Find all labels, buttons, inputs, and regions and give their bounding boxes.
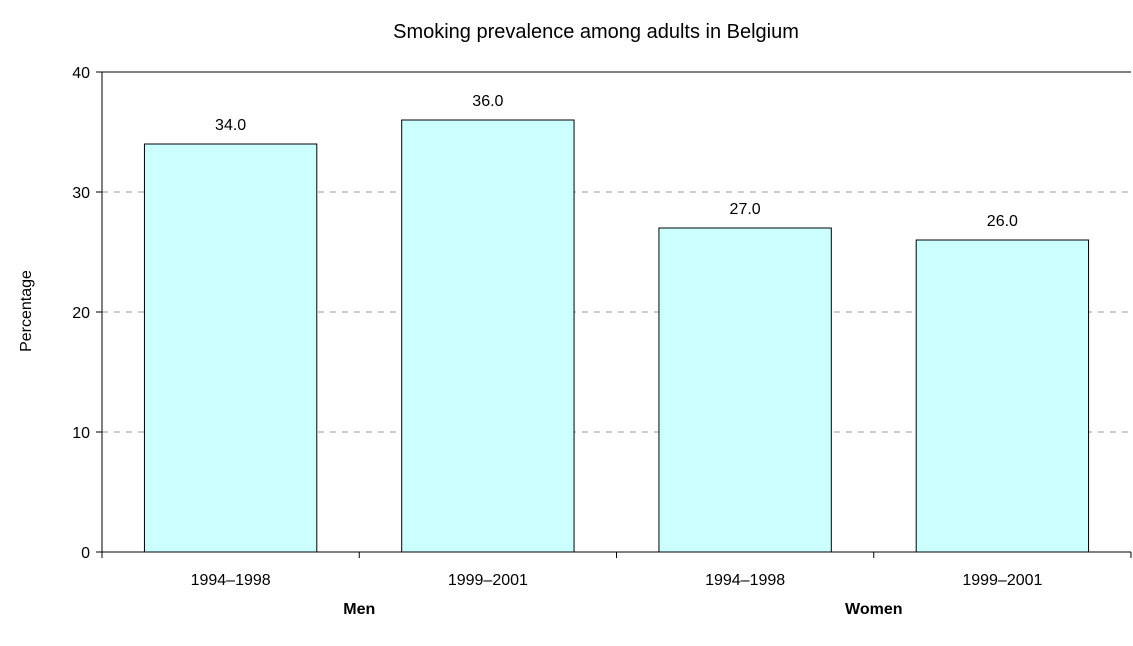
data-label: 27.0	[730, 201, 761, 218]
data-label: 36.0	[472, 93, 503, 110]
bar	[401, 119, 575, 553]
data-label: 26.0	[987, 213, 1018, 230]
data-label: 34.0	[215, 117, 246, 134]
y-tick-label: 10	[72, 425, 90, 442]
labels: 0 10 20 30 40 34.0 1994–1998 36.0 1999–2001 27.0 1…	[72, 65, 1042, 618]
x-tick-label: 1994–1998	[705, 572, 785, 589]
x-tick-label: 1999–2001	[448, 572, 528, 589]
y-axis-label: Percentage	[18, 270, 35, 352]
bar	[915, 239, 1090, 553]
axes	[96, 71, 1132, 558]
bar	[658, 227, 832, 553]
bar	[143, 143, 318, 553]
y-tick-label: 30	[72, 185, 90, 202]
chart-title: Smoking prevalence among adults in Belgi…	[393, 21, 799, 43]
y-tick-label: 40	[72, 65, 90, 82]
bars	[143, 119, 1090, 553]
x-tick-label: 1999–2001	[962, 572, 1042, 589]
y-tick-label: 0	[81, 545, 90, 562]
y-tick-label: 20	[72, 305, 90, 322]
x-tick-label: 1994–1998	[191, 572, 271, 589]
group-label: Men	[343, 601, 375, 618]
group-label: Women	[845, 601, 902, 618]
